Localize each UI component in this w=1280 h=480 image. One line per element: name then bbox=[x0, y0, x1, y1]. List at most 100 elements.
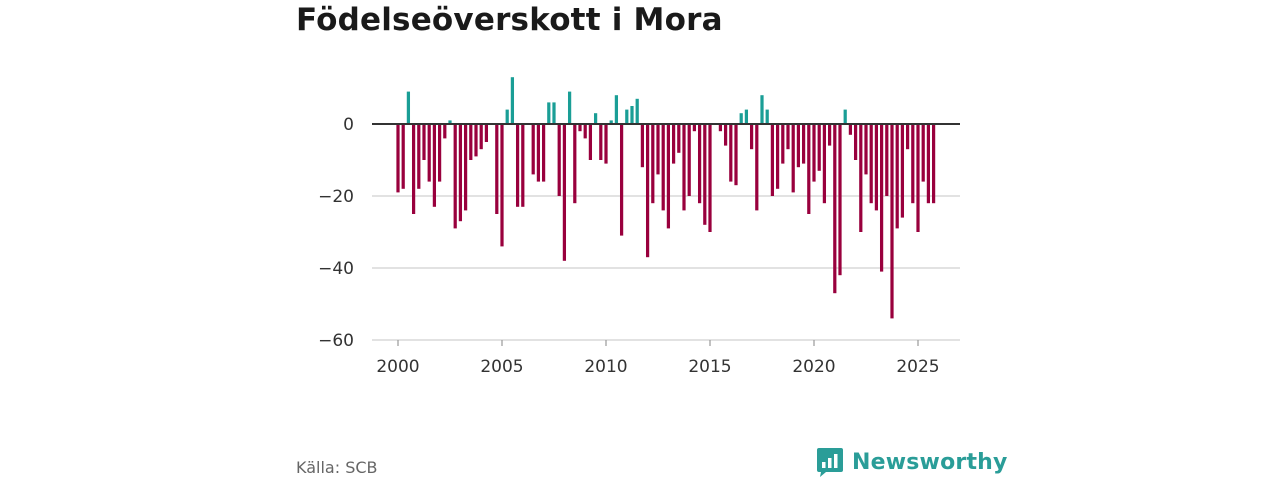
bar bbox=[515, 124, 520, 207]
bar bbox=[422, 124, 426, 160]
bar-chart: 0 −20 −40 −60 2000 2005 2010 2015 2020 2025 bbox=[318, 77, 960, 377]
bar bbox=[807, 124, 811, 214]
bar bbox=[531, 124, 535, 175]
bar bbox=[547, 102, 551, 124]
bar bbox=[671, 124, 676, 164]
bar bbox=[640, 124, 645, 168]
x-tick-label: 2005 bbox=[480, 357, 523, 377]
bar bbox=[469, 124, 473, 160]
bar bbox=[557, 124, 561, 196]
x-axis: 2000 2005 2010 2015 2020 2025 bbox=[376, 340, 940, 377]
x-tick-label: 2000 bbox=[376, 357, 419, 377]
bar bbox=[916, 124, 920, 232]
bar bbox=[744, 109, 749, 124]
bar bbox=[666, 124, 671, 229]
brand-name: Newsworthy bbox=[852, 449, 1008, 475]
bar bbox=[505, 109, 509, 124]
bar bbox=[687, 124, 691, 196]
bar bbox=[583, 124, 587, 139]
bar bbox=[500, 124, 504, 247]
bar bbox=[417, 124, 421, 189]
bar bbox=[822, 124, 827, 204]
bar bbox=[474, 124, 478, 157]
bar bbox=[437, 124, 442, 182]
bar bbox=[521, 124, 525, 207]
bar bbox=[848, 124, 853, 135]
bar bbox=[656, 124, 660, 175]
x-tick-label: 2020 bbox=[792, 357, 835, 377]
bar bbox=[812, 124, 816, 182]
bar bbox=[697, 124, 702, 204]
bar bbox=[853, 124, 858, 160]
bar bbox=[827, 124, 832, 146]
bar bbox=[692, 124, 697, 132]
bar bbox=[630, 106, 634, 124]
bar bbox=[843, 109, 847, 124]
y-tick-label: −60 bbox=[318, 331, 354, 351]
bar bbox=[921, 124, 925, 182]
bar bbox=[573, 124, 577, 204]
bar bbox=[458, 124, 463, 222]
bar bbox=[739, 113, 743, 124]
bar bbox=[801, 124, 806, 164]
bar bbox=[427, 124, 431, 182]
y-axis: 0 −20 −40 −60 bbox=[318, 115, 354, 351]
bar bbox=[890, 124, 894, 319]
x-tick-label: 2010 bbox=[584, 357, 627, 377]
y-tick-label: −20 bbox=[318, 187, 354, 207]
bar bbox=[495, 124, 499, 214]
bar bbox=[765, 109, 769, 124]
brand-logo[interactable]: Newsworthy bbox=[816, 446, 1008, 478]
chart-title: Födelseöverskott i Mora bbox=[296, 2, 723, 38]
bar bbox=[609, 120, 613, 124]
bar bbox=[905, 124, 910, 150]
bar bbox=[677, 124, 681, 153]
bar bbox=[661, 124, 665, 211]
bar bbox=[791, 124, 795, 193]
y-tick-label: 0 bbox=[343, 115, 354, 135]
source-label: Källa: SCB bbox=[296, 458, 378, 477]
bar bbox=[864, 124, 868, 175]
bar bbox=[760, 95, 764, 124]
x-tick-label: 2015 bbox=[688, 357, 731, 377]
bar bbox=[599, 124, 603, 160]
bar bbox=[781, 124, 785, 164]
bar bbox=[443, 124, 447, 139]
bar bbox=[614, 95, 619, 124]
x-tick-label: 2025 bbox=[896, 357, 939, 377]
bar bbox=[775, 124, 780, 189]
bar bbox=[651, 124, 655, 204]
bar bbox=[838, 124, 842, 276]
bar bbox=[562, 124, 567, 261]
bar bbox=[734, 124, 738, 186]
bar bbox=[432, 124, 437, 207]
bar bbox=[869, 124, 873, 204]
bar bbox=[926, 124, 931, 204]
bar bbox=[536, 124, 541, 182]
bar bbox=[796, 124, 801, 168]
bar bbox=[510, 77, 515, 124]
bar bbox=[411, 124, 416, 214]
bar bbox=[879, 124, 884, 272]
bar bbox=[833, 124, 837, 294]
bar bbox=[729, 124, 733, 182]
bar bbox=[401, 124, 405, 189]
newsworthy-logo-icon bbox=[817, 448, 843, 477]
bar bbox=[625, 109, 629, 124]
bar bbox=[406, 91, 411, 124]
bar bbox=[484, 124, 489, 142]
bar bbox=[453, 124, 457, 229]
bar bbox=[885, 124, 889, 196]
bar bbox=[770, 124, 775, 196]
bar bbox=[895, 124, 899, 229]
bar bbox=[786, 124, 790, 150]
bar bbox=[859, 124, 863, 232]
bar bbox=[541, 124, 546, 182]
bar bbox=[817, 124, 821, 171]
bar bbox=[718, 124, 723, 132]
bar bbox=[749, 124, 754, 150]
bar bbox=[604, 124, 608, 164]
bar bbox=[900, 124, 905, 218]
y-tick-label: −40 bbox=[318, 259, 354, 279]
bar bbox=[567, 91, 572, 124]
